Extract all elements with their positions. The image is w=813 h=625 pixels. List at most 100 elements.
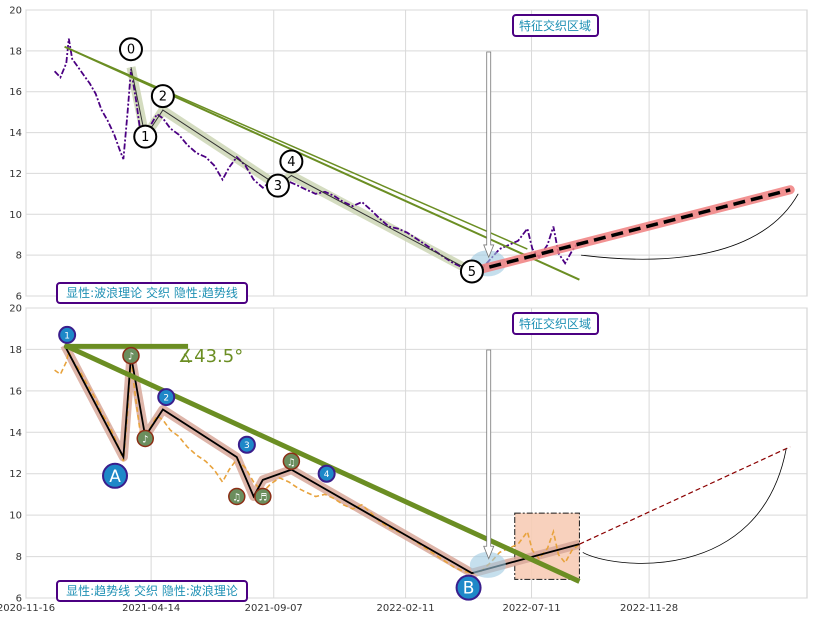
bottom-olive-marker-circle bbox=[136, 429, 154, 448]
top-wave-marker-circle bbox=[133, 124, 158, 149]
bottom-y-tick-label: 6 bbox=[16, 594, 22, 605]
top-y-tick-label: 6 bbox=[16, 292, 22, 303]
top-wave-marker-circle bbox=[459, 259, 484, 284]
bottom-olive-marker-label: ♪ bbox=[142, 435, 148, 446]
bottom-olive-marker: ♫ bbox=[228, 487, 246, 506]
angle-label: ∡43.5° bbox=[178, 346, 243, 367]
top-y-tick-label: 16 bbox=[9, 87, 22, 98]
bottom-olive-marker-circle bbox=[254, 487, 272, 506]
bottom-y-tick-label: 12 bbox=[9, 469, 22, 480]
bottom-legend-frame bbox=[56, 580, 248, 602]
bottom-big-marker-B: B bbox=[455, 574, 482, 601]
bottom-trend-line bbox=[63, 343, 581, 584]
bottom-legend-box: 显性:趋势线 交织 隐性:波浪理论 bbox=[56, 580, 248, 602]
x-axis-ticks: 2020-11-16 2021-04-14 2021-09-07 2022-02-11… bbox=[0, 603, 678, 614]
bottom-blue-marker-label: 2 bbox=[163, 394, 169, 404]
bottom-big-marker-label: A bbox=[109, 467, 121, 487]
bottom-y-tick-label: 16 bbox=[9, 386, 22, 397]
top-y-tick-label: 8 bbox=[16, 251, 22, 262]
x-tick-label: 2022-11-28 bbox=[620, 603, 678, 614]
top-y-tick-label: 12 bbox=[9, 169, 22, 180]
top-wave-marker-circle bbox=[150, 84, 175, 109]
top-wave-marker-label: 4 bbox=[287, 155, 295, 170]
bottom-blue-marker-circle bbox=[237, 435, 256, 454]
bottom-olive-marker: ♬ bbox=[254, 487, 272, 506]
top-legend-text: 显性:波浪理论 交织 隐性:趋势线 bbox=[66, 285, 238, 300]
bottom-blue-marker-circle bbox=[157, 388, 176, 407]
bottom-highlight-ellipse bbox=[469, 551, 506, 578]
bottom-legend-text: 显性:趋势线 交织 隐性:波浪理论 bbox=[66, 583, 238, 598]
bottom-y-tick-label: 20 bbox=[9, 304, 22, 315]
top-wave-marker-circle bbox=[265, 173, 290, 198]
top-wave-marker-5: 5 bbox=[459, 259, 484, 284]
top-wave-marker-2: 2 bbox=[150, 84, 175, 109]
top-projection-line bbox=[471, 188, 791, 274]
bottom-big-marker-A: A bbox=[102, 462, 129, 489]
bottom-return-arrow bbox=[582, 448, 787, 564]
bottom-y-tick-label: 10 bbox=[9, 511, 22, 522]
bottom-big-marker-circle bbox=[455, 574, 482, 601]
top-y-tick-label: 18 bbox=[9, 46, 22, 57]
bottom-olive-marker: ♫ bbox=[282, 452, 301, 471]
top-wave-marker-label: 3 bbox=[274, 179, 282, 194]
bottom-olive-marker: ♪ bbox=[136, 429, 154, 448]
bottom-projection-line bbox=[579, 446, 791, 545]
bottom-blue-marker-2: 2 bbox=[157, 388, 176, 407]
top-feature-box-frame bbox=[512, 14, 599, 37]
top-wave-marker-label: 0 bbox=[127, 43, 135, 58]
bottom-olive-marker-label: ♫ bbox=[232, 493, 241, 504]
top-feature-box-text: 特征交织区域 bbox=[519, 18, 591, 33]
top-trend-line-upper bbox=[64, 46, 528, 250]
top-wave-marker-label: 2 bbox=[159, 90, 167, 105]
bottom-blue-marker-circle bbox=[58, 325, 77, 344]
top-y-tick-label: 14 bbox=[9, 128, 22, 139]
bottom-olive-marker-circle bbox=[228, 487, 246, 506]
bottom-blue-marker-circle bbox=[317, 464, 336, 483]
top-wave-marker-label: 5 bbox=[468, 265, 476, 280]
bottom-feature-box-text: 特征交织区域 bbox=[519, 316, 591, 331]
top-wave-marker-4: 4 bbox=[279, 149, 304, 174]
bottom-content: ♪ ♪ ♫ ♬ ♫ 1 2 3 4 A B bbox=[54, 325, 791, 601]
bottom-feature-box-frame bbox=[512, 312, 599, 335]
bottom-wave-line bbox=[63, 344, 580, 575]
x-tick-label: 2021-04-14 bbox=[122, 603, 180, 614]
x-tick-label: 2022-02-11 bbox=[377, 603, 435, 614]
top-feature-box: 特征交织区域 bbox=[512, 14, 599, 37]
top-return-arrow bbox=[581, 193, 799, 260]
bottom-plot-area bbox=[25, 307, 808, 599]
top-down-arrow bbox=[483, 51, 495, 259]
top-trend-line bbox=[64, 45, 580, 281]
bottom-feature-box: 特征交织区域 bbox=[512, 312, 599, 335]
top-wave-marker-circle bbox=[118, 37, 143, 62]
bottom-olive-marker-label: ♫ bbox=[287, 457, 296, 468]
bottom-blue-marker-3: 3 bbox=[237, 435, 256, 454]
bottom-y-tick-label: 14 bbox=[9, 428, 22, 439]
top-content: 0 1 2 34 5 bbox=[53, 37, 799, 284]
bottom-y-tick-label: 18 bbox=[9, 345, 22, 356]
bottom-olive-marker-label: ♪ bbox=[128, 352, 134, 363]
bottom-down-arrow bbox=[483, 349, 495, 560]
top-wave-marker-1: 1 bbox=[133, 124, 158, 149]
x-tick-label: 2021-09-07 bbox=[245, 603, 303, 614]
x-tick-label: 2022-07-11 bbox=[502, 603, 560, 614]
top-plot-area bbox=[25, 9, 808, 297]
bottom-blue-marker-1: 1 bbox=[58, 325, 77, 344]
bottom-olive-marker-label: ♬ bbox=[258, 493, 267, 504]
top-wave-marker-0: 0 bbox=[118, 37, 143, 62]
bottom-blue-marker-label: 3 bbox=[244, 441, 250, 451]
bottom-olive-marker-circle bbox=[282, 452, 301, 471]
bottom-big-marker-label: B bbox=[463, 579, 475, 599]
top-wave-marker-label: 1 bbox=[141, 130, 149, 145]
top-y-tick-label: 20 bbox=[9, 6, 22, 17]
bottom-blue-marker-4: 4 bbox=[317, 464, 336, 483]
bottom-blue-marker-label: 1 bbox=[64, 331, 70, 341]
x-tick-label: 2020-11-16 bbox=[0, 603, 55, 614]
top-wave-marker-3: 3 bbox=[265, 173, 290, 198]
top-y-tick-label: 10 bbox=[9, 210, 22, 221]
bottom-blue-marker-label: 4 bbox=[324, 470, 330, 480]
